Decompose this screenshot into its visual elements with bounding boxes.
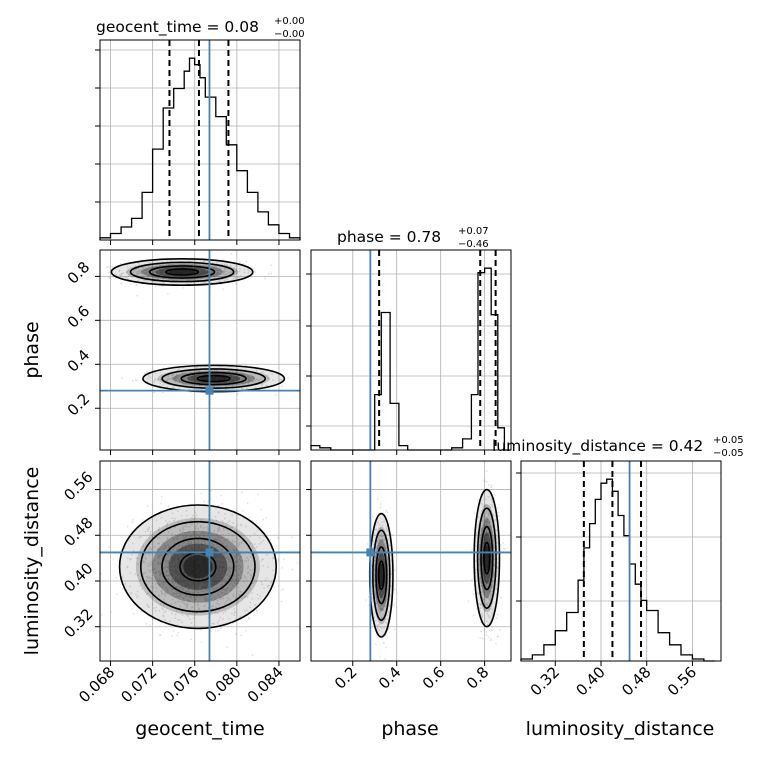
title-geocent-time-main: geocent_time = 0.08	[96, 18, 259, 37]
scatter-geocent-time-vs-luminosity-distance-contour-0-0	[118, 504, 278, 630]
scatter-geocent-time-vs-luminosity-distance-xtick-label-2: 0.076	[159, 663, 202, 706]
hist-luminosity-distance-xtick-label-1: 0.40	[572, 663, 608, 699]
scatter-geocent-time-vs-phase-density-1-2	[172, 370, 255, 387]
scatter-geocent-time-vs-luminosity-distance-xtick-label-0: 0.068	[75, 663, 118, 706]
scatter-geocent-time-vs-luminosity-distance-truth-marker	[205, 548, 214, 557]
scatter-geocent-time-vs-luminosity-distance-xtick-label-3: 0.080	[202, 663, 245, 706]
scatter-geocent-time-vs-phase-contour-0-2	[148, 265, 216, 279]
scatter-geocent-time-vs-phase-ytick-label-1: 0.4	[64, 346, 94, 376]
scatter-geocent-time-vs-phase-contour-1-3	[196, 374, 231, 383]
hist-geocent-time-frame	[99, 39, 301, 241]
scatter-geocent-time-vs-phase-ytick-label-0: 0.2	[64, 390, 94, 420]
scatter-geocent-time-vs-phase-contour-1-0	[142, 364, 286, 393]
scatter-geocent-time-vs-phase-density-1-4	[200, 376, 227, 382]
scatter-geocent-time-vs-phase: 0.2 0.4 0.6 0.8	[64, 249, 301, 455]
scatter-geocent-time-vs-phase-contour-0-1	[129, 261, 235, 283]
scatter-phase-vs-luminosity-distance-contour-1-2	[480, 525, 494, 591]
hist-luminosity-distance-frame	[520, 460, 722, 662]
scatter-geocent-time-vs-phase-truth-marker	[205, 386, 214, 395]
scatter-geocent-time-vs-luminosity-distance-ytick-label-0: 0.32	[60, 605, 96, 641]
hist-phase-frame	[310, 249, 512, 451]
title-luminosity-distance-sup: +0.05	[713, 435, 744, 446]
hist-geocent-time	[95, 39, 301, 245]
title-phase-sup: +0.07	[458, 226, 489, 237]
scatter-geocent-time-vs-phase-ytick-label-2: 0.6	[64, 302, 94, 332]
scatter-geocent-time-vs-phase-ytick-label-3: 0.8	[64, 258, 94, 288]
title-phase: phase = 0.78	[337, 228, 441, 246]
xlabel-phase: phase	[381, 718, 438, 740]
scatter-geocent-time-vs-luminosity-distance-xtick-label-1: 0.072	[117, 663, 160, 706]
title-luminosity-distance-sub: −0.05	[713, 448, 744, 459]
scatter-geocent-time-vs-luminosity-distance-contour-0-1	[139, 520, 256, 613]
scatter-geocent-time-vs-luminosity-distance-xtick-label-4: 0.084	[244, 663, 287, 706]
scatter-geocent-time-vs-luminosity-distance-ytick-label-2: 0.48	[60, 514, 96, 550]
scatter-geocent-time-vs-phase-density-1-1	[157, 368, 270, 390]
scatter-geocent-time-vs-phase-contour-1-2	[180, 371, 247, 386]
scatter-geocent-time-vs-phase-density-0-2	[140, 264, 224, 280]
scatter-phase-vs-luminosity-distance-density-1-1	[476, 503, 497, 613]
scatter-phase-vs-luminosity-distance-density-0-1	[372, 526, 391, 625]
hist-luminosity-distance-steps	[520, 478, 716, 662]
scatter-geocent-time-vs-luminosity-distance-density-0-2	[152, 530, 244, 603]
hist-luminosity-distance	[516, 460, 722, 666]
hist-luminosity-distance-xtick-label-2: 0.48	[618, 663, 654, 699]
scatter-phase-vs-luminosity-distance-truth-marker	[366, 548, 375, 557]
scatter-phase-vs-luminosity-distance-contour-0-2	[375, 546, 388, 605]
scatter-phase-vs-luminosity-distance-contour-1-0	[473, 488, 501, 628]
hist-phase	[306, 249, 512, 455]
scatter-phase-vs-luminosity-distance-contour-1-1	[476, 507, 497, 609]
title-geocent-time-sub: −0.00	[274, 29, 305, 40]
scatter-geocent-time-vs-luminosity-distance-density-0-1	[135, 517, 260, 616]
scatter-phase-vs-luminosity-distance-frame	[310, 460, 512, 662]
hist-luminosity-distance-xtick-label-3: 0.56	[664, 663, 700, 699]
xlabel-geocent-time: geocent_time	[135, 718, 264, 740]
scatter-geocent-time-vs-luminosity-distance-ytick-label-1: 0.40	[60, 559, 96, 595]
scatter-geocent-time-vs-luminosity-distance-frame	[99, 460, 301, 662]
scatter-geocent-time-vs-luminosity-distance-samples-0	[100, 490, 299, 656]
scatter-phase-vs-luminosity-distance-xtick-label-3: 0.8	[463, 663, 493, 693]
hist-luminosity-distance-xlabels: 0.32 0.40 0.48 0.56	[527, 663, 700, 699]
hist-luminosity-distance-xtick-label-0: 0.32	[527, 663, 563, 699]
hist-geocent-time-steps	[99, 57, 301, 240]
scatter-geocent-time-vs-luminosity-distance-ytick-label-3: 0.56	[60, 468, 96, 504]
scatter-phase-vs-luminosity-distance-xtick-label-1: 0.4	[375, 663, 405, 693]
scatter-geocent-time-vs-phase-contour-1-1	[161, 368, 267, 389]
scatter-phase-vs-luminosity-distance-xtick-label-0: 0.2	[331, 663, 361, 693]
scatter-phase-vs-luminosity-distance-xtick-label-2: 0.6	[419, 663, 449, 693]
title-luminosity-distance: luminosity_distance = 0.42	[492, 437, 703, 456]
scatter-phase-vs-luminosity-distance-contour-0-3	[377, 560, 385, 591]
scatter-geocent-time-vs-phase-content	[100, 250, 300, 450]
scatter-phase-vs-luminosity-distance-contour-0-1	[372, 529, 391, 622]
scatter-geocent-time-vs-phase-density-0-4	[168, 269, 196, 275]
ylabel-luminosity-distance: luminosity_distance	[21, 467, 43, 656]
title-phase-sub: −0.46	[458, 239, 489, 250]
ylabel-phase: phase	[21, 321, 43, 378]
scatter-geocent-time-vs-phase-frame	[99, 249, 301, 451]
scatter-phase-vs-luminosity-distance-content	[311, 461, 511, 661]
scatter-phase-vs-luminosity-distance-samples-0	[365, 498, 396, 660]
scatter-geocent-time-vs-phase-contour-0-0	[110, 257, 254, 286]
scatter-phase-vs-luminosity-distance-density-0-4	[379, 563, 384, 587]
scatter-geocent-time-vs-luminosity-distance-density-0-0	[119, 505, 277, 629]
scatter-phase-vs-luminosity-distance-contour-1-3	[483, 541, 491, 575]
scatter-geocent-time-vs-phase-samples-1	[118, 364, 289, 396]
scatter-geocent-time-vs-luminosity-distance-content	[100, 461, 300, 661]
scatter-geocent-time-vs-phase-contour-0-3	[165, 268, 200, 276]
xlabel-luminosity-distance: luminosity_distance	[526, 718, 715, 740]
scatter-geocent-time-vs-luminosity-distance: 0.068 0.072 0.076 0.080 0.084 0.32 0.40 0.48 0.5…	[60, 460, 301, 706]
scatter-geocent-time-vs-luminosity-distance-contour-0-2	[161, 537, 235, 596]
title-geocent-time-sup: +0.00	[274, 16, 305, 27]
title-geocent-time: geocent_time = 0.08	[96, 18, 259, 37]
scatter-geocent-time-vs-luminosity-distance-density-0-4	[183, 555, 213, 579]
scatter-phase-vs-luminosity-distance: 0.2 0.4 0.6 0.8	[306, 460, 512, 693]
